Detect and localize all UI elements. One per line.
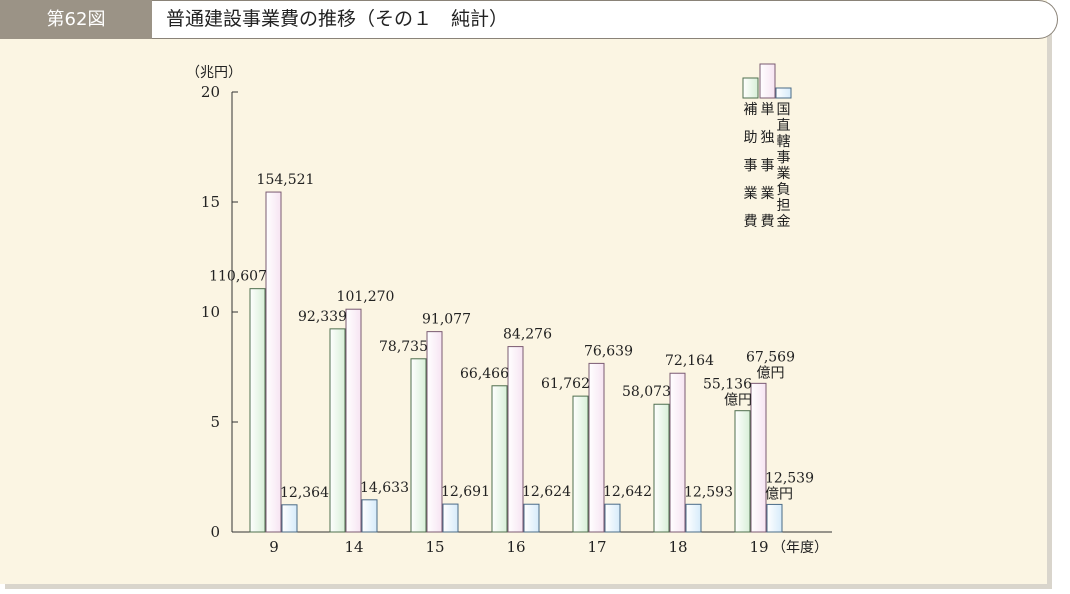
bar-1: [653, 403, 670, 533]
bar-3: [442, 503, 459, 533]
data-label: 91,077: [422, 312, 471, 328]
bar-3: [604, 503, 621, 533]
bar-2: [507, 346, 524, 533]
data-label: 12,364: [280, 485, 329, 501]
legend-label-1: 補助事業費: [744, 102, 758, 230]
y-tick-label: 5: [210, 413, 220, 431]
x-tick-label: 18: [668, 538, 687, 556]
data-label: 12,593: [684, 484, 733, 500]
data-label: 58,073: [622, 384, 671, 400]
legend-label-2: 単独事業費: [761, 102, 775, 230]
data-label: 78,735: [379, 339, 428, 355]
legend-swatch-1: [742, 77, 759, 99]
data-label: 12,691: [441, 484, 490, 500]
data-label: 92,339: [298, 309, 347, 325]
data-label: 12,624: [522, 484, 571, 500]
data-label: 154,521: [257, 172, 315, 188]
bar-1: [249, 288, 266, 533]
legend-label-3: 国直轄事業負担金: [777, 102, 791, 230]
data-label: 84,276: [503, 327, 552, 343]
bar-2: [588, 362, 605, 533]
y-tick-label: 10: [201, 303, 220, 321]
legend-swatch-2: [759, 63, 776, 99]
unit-label: 億円: [724, 393, 752, 409]
x-tick-label: 14: [344, 538, 363, 556]
bar-3: [523, 503, 540, 533]
bar-1: [734, 410, 751, 533]
figure-title: 普通建設事業費の推移（その１ 純計）: [166, 8, 509, 30]
data-label: 14,633: [360, 480, 409, 496]
data-label: 101,270: [337, 289, 395, 305]
figure-header: 第62図 普通建設事業費の推移（その１ 純計）: [0, 0, 1060, 39]
bar-3: [281, 504, 298, 533]
x-tick-label: 16: [506, 538, 525, 556]
data-label: 66,466: [460, 366, 509, 382]
bar-2: [345, 308, 362, 533]
bar-1: [572, 395, 589, 533]
unit-label: 億円: [765, 486, 793, 502]
data-label: 76,639: [584, 343, 633, 359]
y-tick-label: 0: [210, 523, 220, 541]
bar-3: [685, 503, 702, 533]
data-label: 110,607: [209, 269, 267, 285]
data-label: 61,762: [541, 376, 590, 392]
bar-2: [265, 191, 282, 533]
x-tick-label: 17: [587, 538, 606, 556]
data-label: 12,539: [765, 470, 814, 486]
data-label: 67,569: [746, 349, 795, 365]
legend-swatch-3: [775, 87, 792, 99]
y-tick-label: 15: [201, 193, 220, 211]
bar-2: [669, 372, 686, 533]
figure-number-label: 第62図: [0, 0, 152, 39]
y-axis-label: （兆円）: [186, 65, 242, 81]
x-tick-label: 9: [269, 538, 279, 556]
data-label: 55,136: [703, 377, 752, 393]
data-label: 12,642: [603, 484, 652, 500]
y-tick-label: 20: [201, 83, 220, 101]
bar-3: [766, 503, 783, 533]
bar-1: [329, 328, 346, 533]
bar-2: [750, 382, 767, 533]
title-box: [152, 0, 1058, 39]
unit-label: 億円: [757, 365, 785, 381]
bar-1: [410, 358, 427, 533]
bar-3: [361, 499, 378, 533]
bar-1: [491, 385, 508, 533]
bar-2: [426, 331, 443, 533]
x-tick-label: 19: [749, 538, 768, 556]
x-axis-label: （年度）: [772, 540, 828, 556]
data-label: 72,164: [665, 353, 714, 369]
x-tick-label: 15: [425, 538, 444, 556]
